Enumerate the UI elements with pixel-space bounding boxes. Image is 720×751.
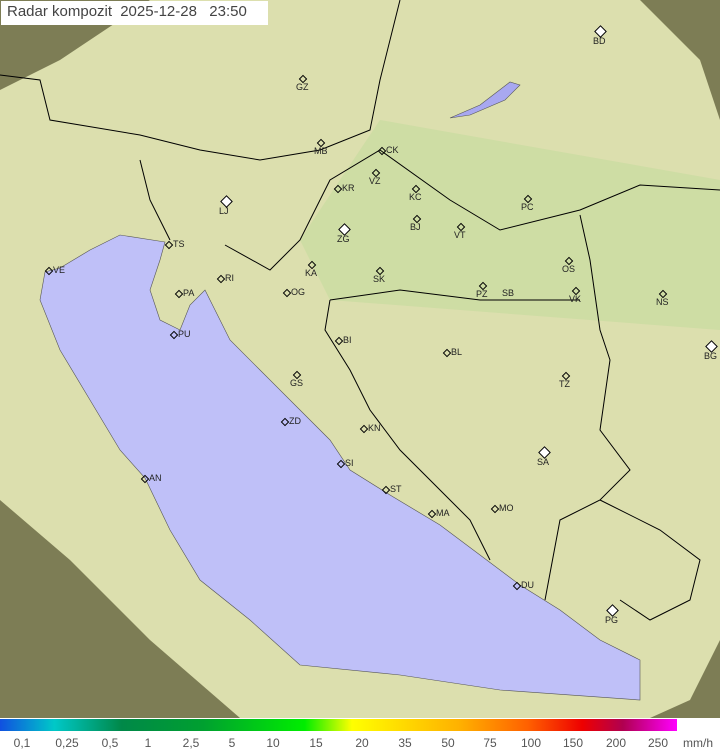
city-label: VZ: [369, 176, 381, 186]
city-label: PG: [605, 614, 619, 625]
city-label: BG: [704, 350, 718, 361]
city-label: MA: [436, 508, 450, 518]
scale-tick: 100: [520, 736, 542, 750]
city-label: TS: [173, 239, 185, 249]
scale-tick: 250: [647, 736, 669, 750]
sea: [39, 234, 641, 701]
city-label: MB: [314, 146, 328, 156]
title-time: 23:50: [209, 3, 247, 20]
land-green: [300, 120, 720, 330]
city-label: PU: [178, 329, 191, 339]
scale-tick: 0,5: [101, 736, 119, 750]
scale-unit: mm/h: [683, 736, 713, 750]
city-label: SI: [345, 458, 354, 468]
city-label: BL: [451, 347, 463, 357]
city-label: ST: [390, 484, 402, 494]
city-label: DU: [521, 580, 534, 590]
city-label: AN: [149, 473, 162, 483]
city-label: BJ: [410, 222, 421, 232]
city-label: KN: [368, 423, 381, 433]
city-label: ZG: [337, 233, 350, 244]
city-label: LJ: [219, 205, 229, 216]
city-label: NS: [656, 297, 669, 307]
precipitation-scale-bar: [0, 719, 677, 731]
scale-tick: 75: [483, 736, 497, 750]
scale-tick: 0,1: [13, 736, 31, 750]
city-label: SK: [373, 274, 386, 284]
scale-tick: 200: [605, 736, 627, 750]
scale-tick: 5: [228, 736, 236, 750]
scale-tick: 50: [441, 736, 455, 750]
city-label: VE: [53, 265, 66, 275]
city-label: KC: [409, 192, 422, 202]
lake-balaton: [449, 81, 521, 119]
city-label: SB: [502, 288, 515, 298]
city-label: OS: [562, 264, 576, 274]
title-label: Radar kompozit: [7, 3, 113, 20]
scale-tick: 150: [562, 736, 584, 750]
city-label: CK: [386, 145, 399, 155]
city-label: OG: [291, 287, 306, 297]
city-label: KA: [305, 268, 318, 278]
scale-tick: 20: [355, 736, 369, 750]
city-label: TZ: [559, 379, 570, 389]
city-label: ZD: [289, 416, 301, 426]
scale-tick: 2,5: [182, 736, 200, 750]
country-borders: [0, 0, 720, 621]
radar-map: [0, 0, 720, 718]
scale-tick: 0,25: [55, 736, 79, 750]
city-label: RI: [225, 273, 234, 283]
scale-tick: 15: [309, 736, 323, 750]
city-label: BI: [343, 335, 352, 345]
city-label: SA: [537, 456, 550, 467]
city-label: VK: [569, 294, 582, 304]
map-title: Radar kompozit 2025-12-28 23:50: [1, 1, 268, 25]
city-label: KR: [342, 183, 355, 193]
city-label: BD: [593, 35, 606, 46]
city-label: VT: [454, 230, 466, 240]
scale-tick: 1: [144, 736, 152, 750]
city-label: GS: [290, 378, 304, 388]
scale-tick: 35: [398, 736, 412, 750]
city-label: PA: [183, 288, 195, 298]
city-label: GZ: [296, 82, 309, 92]
precipitation-scale-ticks: 0,1 0,25 0,5 1 2,5 5 10 15 20 35 50 75 100 150 200 250 m…: [0, 736, 720, 751]
city-label: PZ: [476, 289, 488, 299]
title-date: 2025-12-28: [120, 3, 197, 20]
city-label: PC: [521, 202, 534, 212]
city-label: MO: [499, 503, 514, 513]
scale-tick: 10: [266, 736, 280, 750]
